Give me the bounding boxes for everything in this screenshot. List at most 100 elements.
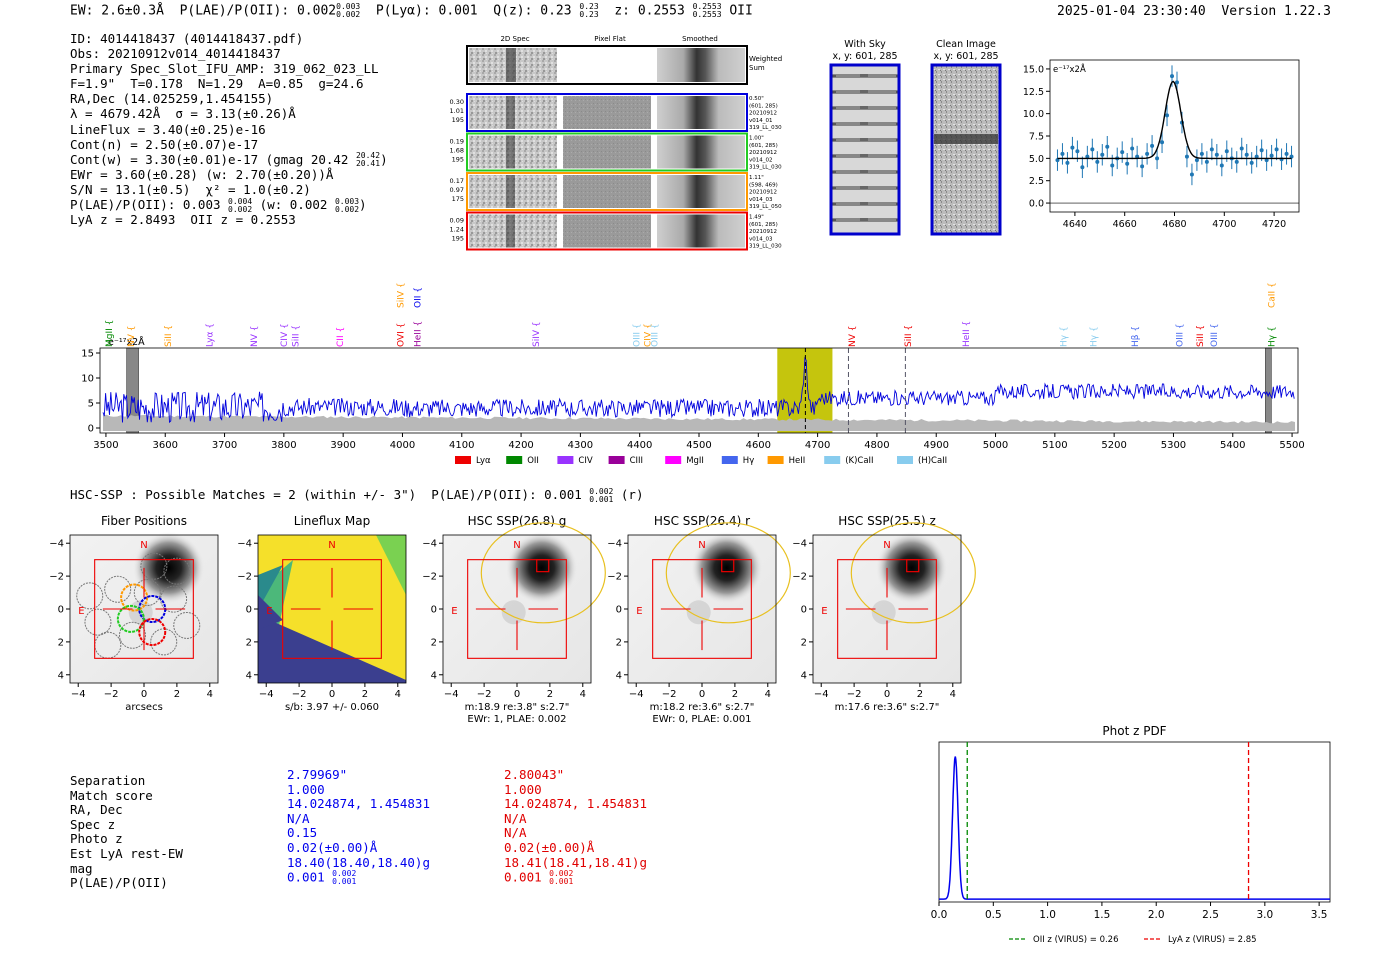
data-point <box>1189 172 1194 177</box>
header-plae-frac: 0.003 0.002 <box>336 2 361 19</box>
cutout-header-pixelflat: Pixel Flat <box>594 35 626 43</box>
data-point <box>1140 164 1145 169</box>
x-tick-label: −4 <box>259 689 274 700</box>
cutout-emission <box>506 214 515 248</box>
cutout-row-stat: 1.24 <box>450 226 464 234</box>
data-point <box>1075 149 1080 154</box>
cutout-row-meta: 20210912 <box>749 150 777 156</box>
header-plya-label: P(Lyα): <box>375 3 431 19</box>
panel-xlabel: m:18.2 re:3.6" s:2.7" <box>650 702 755 713</box>
cutout-row-stat: 1.68 <box>450 147 464 155</box>
panel-title: HSC SSP(25.5) z <box>838 514 936 528</box>
line-label: OIII { <box>1175 323 1185 347</box>
x-tick-label: 2 <box>547 689 553 700</box>
data-point <box>1145 151 1150 156</box>
panel-title: HSC SSP(26.8) g <box>468 514 567 528</box>
cutout-row-meta: 319_LL_030 <box>749 125 782 131</box>
x-tick-label: 1.5 <box>1094 909 1111 921</box>
compass-east: E <box>636 606 642 617</box>
match-value: 18.41(18.41,18.41)g <box>504 854 647 870</box>
line-label: SiII { <box>904 325 914 347</box>
y-tick-label: 0.0 <box>1029 199 1044 210</box>
match-label: Spec z <box>70 816 116 832</box>
line-label: HeII { <box>413 321 423 347</box>
line-label: HeII { <box>962 321 972 347</box>
data-point <box>1135 154 1140 159</box>
cutout-row-meta: 20210912 <box>749 190 777 196</box>
data-point <box>1155 156 1160 161</box>
fiber-circle <box>140 552 168 580</box>
line-label: SiII { <box>1196 325 1206 347</box>
cutout-header-2dspec: 2D Spec <box>500 35 529 43</box>
search-box <box>837 559 937 659</box>
header-z-line: OII <box>729 3 753 19</box>
x-tick-label: 4 <box>950 689 956 700</box>
y-tick-label: 0 <box>801 605 807 616</box>
clean-image <box>930 63 1002 236</box>
x-tick-label: −2 <box>104 689 119 700</box>
cutout-row-meta: 1.11" <box>749 175 764 181</box>
compass-east: E <box>266 606 272 617</box>
y-axis-unit: e⁻¹⁷x2Å <box>108 336 145 348</box>
match-label: mag <box>70 860 93 876</box>
line-label: OVI { <box>397 323 407 347</box>
y-tick-label: 10.0 <box>1023 109 1044 120</box>
clean-image-xy: x, y: 601, 285 <box>933 51 998 62</box>
y-tick-label: 4 <box>246 670 252 681</box>
cutout-row-meta: v014_01 <box>749 118 773 124</box>
line-label: CaII { <box>1267 282 1277 308</box>
x-tick-label: 5400 <box>1220 440 1245 451</box>
data-point <box>1105 144 1110 149</box>
x-tick-label: 2.5 <box>1202 909 1219 921</box>
data-point <box>1130 146 1135 151</box>
y-tick-label: 0 <box>88 424 94 435</box>
data-point <box>1085 154 1090 159</box>
data-point <box>1214 152 1219 157</box>
legend-swatch <box>557 456 574 464</box>
x-tick-label: 1.0 <box>1039 909 1056 921</box>
legend-label: (K)CaII <box>845 456 873 465</box>
aperture-ellipse <box>480 522 606 624</box>
cutout-row-meta: 20210912 <box>749 111 777 117</box>
x-tick-label: 3900 <box>330 440 355 451</box>
match-value: N/A <box>287 810 310 826</box>
data-point <box>1219 163 1224 168</box>
cutout-row-meta: v014_03 <box>749 236 773 242</box>
panel-xlabel: arcsecs <box>125 702 163 713</box>
fiber-circle <box>163 557 191 585</box>
hsc-summary: HSC-SSP : Possible Matches = 2 (within +… <box>70 486 644 504</box>
y-tick-label: −4 <box>792 539 807 550</box>
data-point <box>1070 145 1075 150</box>
x-tick-label: −2 <box>292 689 307 700</box>
x-tick-label: 4 <box>207 689 213 700</box>
x-tick-label: 2 <box>174 689 180 700</box>
y-tick-label: 7.5 <box>1029 132 1044 143</box>
line-label: CIV { <box>280 323 290 347</box>
panel-sublabel: EWr: 0, PLAE: 0.001 <box>652 714 751 725</box>
header-z-frac: 0.2553 0.2553 <box>692 2 722 19</box>
sky-images: With Sky x, y: 601, 285 Clean Image x, y… <box>829 39 1002 236</box>
line-label: CIV { <box>643 323 653 347</box>
y-tick-label: 2 <box>246 637 252 648</box>
data-point <box>1284 151 1289 156</box>
info-contw: Cont(w) = 3.30(±0.01)e-17 (gmag 20.42 20… <box>70 151 388 169</box>
y-tick-label: 4 <box>58 670 64 681</box>
info-lyaz: LyA z = 2.8493 OII z = 0.2553 <box>70 212 296 228</box>
header-plae-label: P(LAE)/P(OII): <box>179 3 290 19</box>
x-tick-label: −4 <box>814 689 829 700</box>
legend-swatch <box>455 456 471 464</box>
panel-xlabel: m:18.9 re:3.8" s:2.7" <box>465 702 570 713</box>
compass-north: N <box>140 540 147 551</box>
lineflux-map-region <box>376 535 406 595</box>
legend-label: Lyα <box>476 456 491 465</box>
data-point <box>1264 158 1269 163</box>
with-sky-image <box>829 63 901 236</box>
line-label: MgII { <box>105 320 115 347</box>
line-label: Hγ { <box>1060 326 1070 347</box>
data-point <box>1289 154 1294 159</box>
x-tick-label: 0 <box>514 689 520 700</box>
x-tick-label: 5100 <box>1042 440 1067 451</box>
match-value: 2.80043" <box>504 767 565 782</box>
x-tick-label: 4800 <box>864 440 889 451</box>
y-tick-label: 4 <box>431 670 437 681</box>
